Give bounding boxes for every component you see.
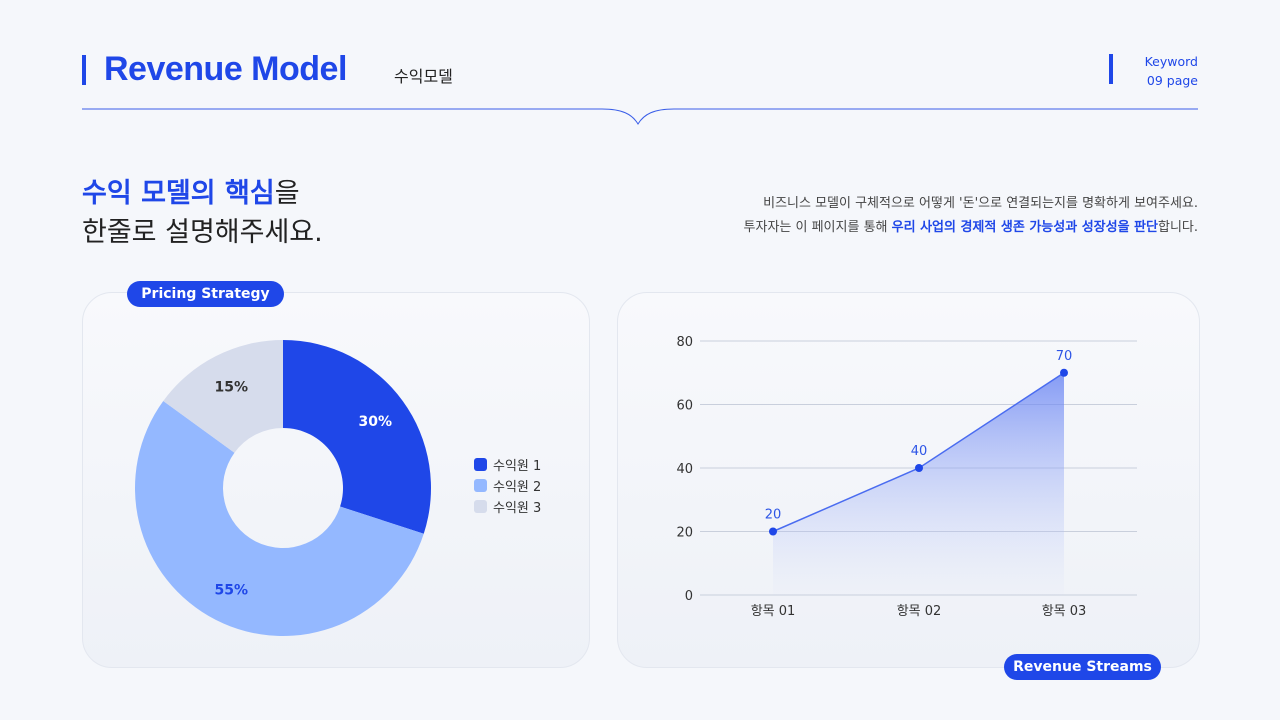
area-chart: 0 20 40 60 80 20 항목 01 40 항목 02 70 항목 03	[676, 335, 1137, 619]
donut-slice-1	[283, 340, 432, 534]
data-label: 40	[911, 444, 928, 459]
legend-swatch-2	[474, 479, 487, 492]
legend-swatch-3	[474, 500, 487, 513]
y-tick-label: 60	[676, 399, 693, 414]
y-tick-label: 0	[685, 589, 693, 604]
legend-label-3: 수익원 3	[493, 501, 542, 516]
legend-label-1: 수익원 1	[493, 459, 542, 474]
x-tick-label: 항목 02	[897, 604, 942, 619]
legend-item-2: 수익원 2	[474, 475, 541, 496]
revenue-streams-badge: Revenue Streams	[1004, 654, 1161, 680]
description-line1: 비즈니스 모델이 구체적으로 어떻게 '돈'으로 연결되는지를 명확하게 보여주…	[763, 196, 1198, 211]
donut-chart: 30% 55% 15%	[135, 340, 432, 636]
headline-line2: 한줄로 설명해주세요.	[82, 217, 323, 248]
description-line2: 투자자는 이 페이지를 통해 우리 사업의 경제적 생존 가능성과 성장성을 판…	[744, 216, 1198, 240]
donut-legend: 수익원 1 수익원 2 수익원 3	[474, 454, 541, 517]
headline-highlight-1: 수익 모델	[82, 178, 191, 209]
keyword-accent-bar	[1109, 54, 1113, 84]
x-tick-label: 항목 03	[1042, 604, 1087, 619]
data-point	[1060, 368, 1068, 377]
page-title: Revenue Model	[104, 50, 347, 88]
data-label: 70	[1056, 349, 1073, 364]
description-line2-pre: 투자자는 이 페이지를 통해	[743, 220, 892, 235]
pricing-strategy-badge: Pricing Strategy	[127, 281, 284, 307]
legend-item-3: 수익원 3	[474, 496, 541, 517]
donut-slice-2	[135, 401, 424, 636]
donut-label-1: 30%	[358, 414, 392, 430]
page-subtitle: 수익모델	[394, 67, 453, 86]
x-tick-label: 항목 01	[751, 604, 796, 619]
y-tick-label: 80	[676, 335, 693, 350]
area-fill	[773, 372, 1064, 595]
headline-highlight-2: 핵심	[225, 178, 275, 209]
data-point	[769, 527, 777, 536]
y-tick-label: 40	[676, 462, 693, 477]
headline-line1: 수익 모델의 핵심을	[82, 174, 323, 213]
data-point	[915, 464, 923, 472]
description-highlight: 우리 사업의 경제적 생존 가능성과 성장성을 판단	[891, 220, 1158, 235]
description: 비즈니스 모델이 구체적으로 어떻게 '돈'으로 연결되는지를 명확하게 보여주…	[744, 192, 1198, 240]
keyword-label: Keyword	[1144, 54, 1198, 69]
donut-label-2: 55%	[214, 583, 248, 599]
title-accent-bar	[82, 55, 86, 85]
donut-label-3: 15%	[214, 379, 248, 395]
headline-connector: 의	[190, 178, 226, 209]
y-tick-label: 20	[676, 526, 693, 541]
legend-swatch-1	[474, 458, 487, 471]
page-number: 09 page	[1146, 73, 1198, 88]
description-line2-post: 합니다.	[1157, 220, 1198, 235]
donut-slice-3	[163, 340, 283, 453]
keyword-block: Keyword 09 page	[1145, 52, 1198, 90]
data-label: 20	[765, 508, 782, 523]
header-divider	[82, 108, 1198, 125]
legend-item-1: 수익원 1	[474, 454, 541, 475]
legend-label-2: 수익원 2	[493, 480, 542, 495]
headline-end: 을	[274, 178, 300, 209]
headline: 수익 모델의 핵심을 한줄로 설명해주세요.	[82, 174, 323, 252]
